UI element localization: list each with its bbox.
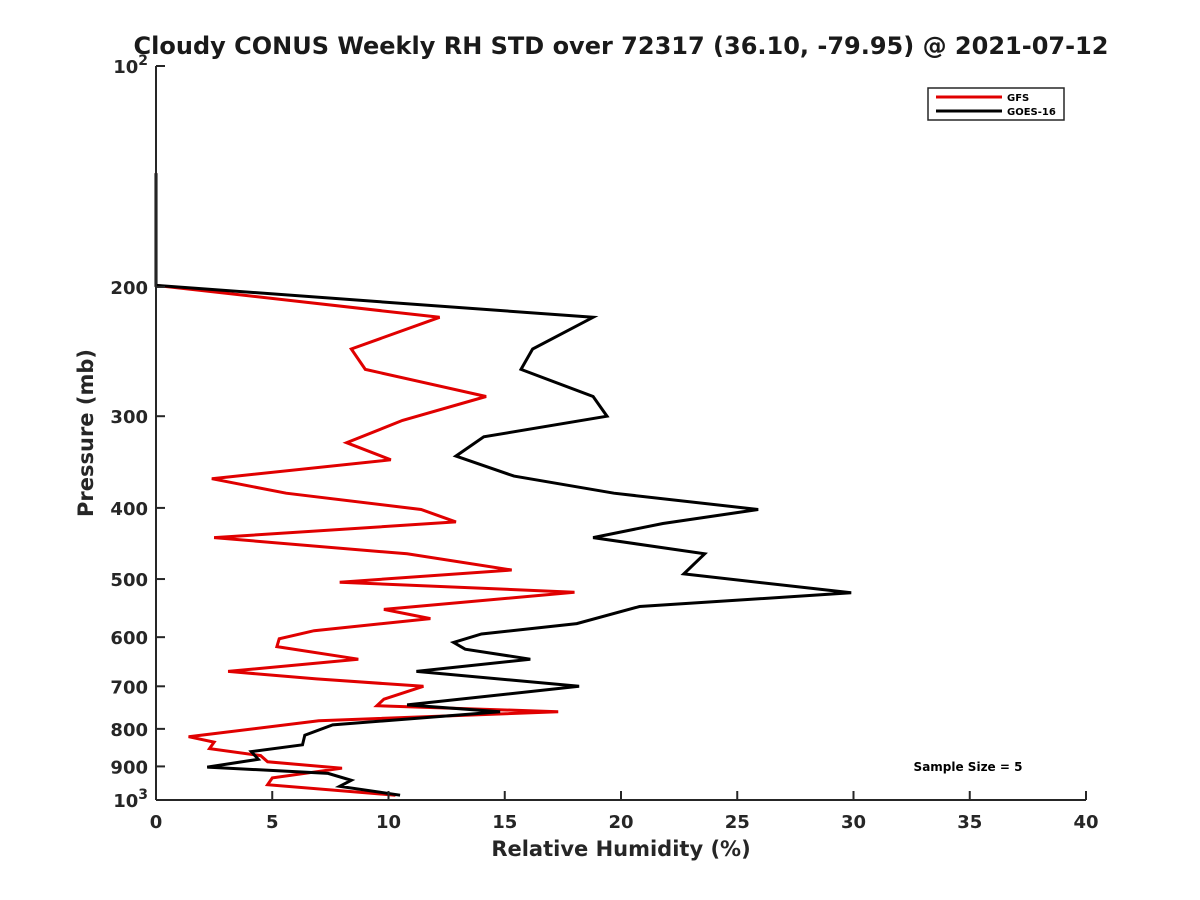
x-tick-label: 10 bbox=[376, 812, 401, 833]
y-tick-label: 800 bbox=[110, 720, 148, 741]
x-tick-label: 20 bbox=[608, 812, 633, 833]
legend-box bbox=[927, 87, 1065, 121]
x-axis-label: Relative Humidity (%) bbox=[491, 837, 750, 861]
series-line-gfs bbox=[154, 173, 575, 797]
y-tick-label: 700 bbox=[110, 677, 148, 698]
x-tick-label: 40 bbox=[1073, 812, 1098, 833]
chart-title: Cloudy CONUS Weekly RH STD over 72317 (3… bbox=[134, 32, 1109, 60]
y-tick-label: 500 bbox=[110, 570, 148, 591]
x-tick-label: 0 bbox=[150, 812, 163, 833]
y-tick-label: 200 bbox=[110, 278, 148, 299]
x-tick-label: 5 bbox=[266, 812, 279, 833]
x-tick-label: 15 bbox=[492, 812, 517, 833]
x-ticks: 0 5 10 15 20 25 30 35 40 bbox=[150, 791, 1099, 833]
y-tick-label: 600 bbox=[110, 628, 148, 649]
y-tick-label: 900 bbox=[110, 757, 148, 778]
y-tick-label: 103 bbox=[113, 787, 148, 812]
y-tick-label: 400 bbox=[110, 499, 148, 520]
y-tick-label: 300 bbox=[110, 407, 148, 428]
x-tick-label: 35 bbox=[957, 812, 982, 833]
legend: GFS GOES-16 bbox=[927, 87, 1065, 121]
x-tick-label: 30 bbox=[841, 812, 866, 833]
y-tick-label: 102 bbox=[113, 53, 148, 78]
series-layer bbox=[154, 173, 852, 797]
y-axis-label: Pressure (mb) bbox=[74, 349, 98, 517]
y-ticks: 102 200 300 400 500 600 700 800 900 103 bbox=[110, 53, 165, 812]
legend-label-goes-16: GOES-16 bbox=[1007, 107, 1056, 118]
sample-size-annotation: Sample Size = 5 bbox=[914, 760, 1023, 774]
series-line-goes-16 bbox=[154, 173, 852, 797]
legend-label-gfs: GFS bbox=[1007, 93, 1029, 104]
x-tick-label: 25 bbox=[725, 812, 750, 833]
